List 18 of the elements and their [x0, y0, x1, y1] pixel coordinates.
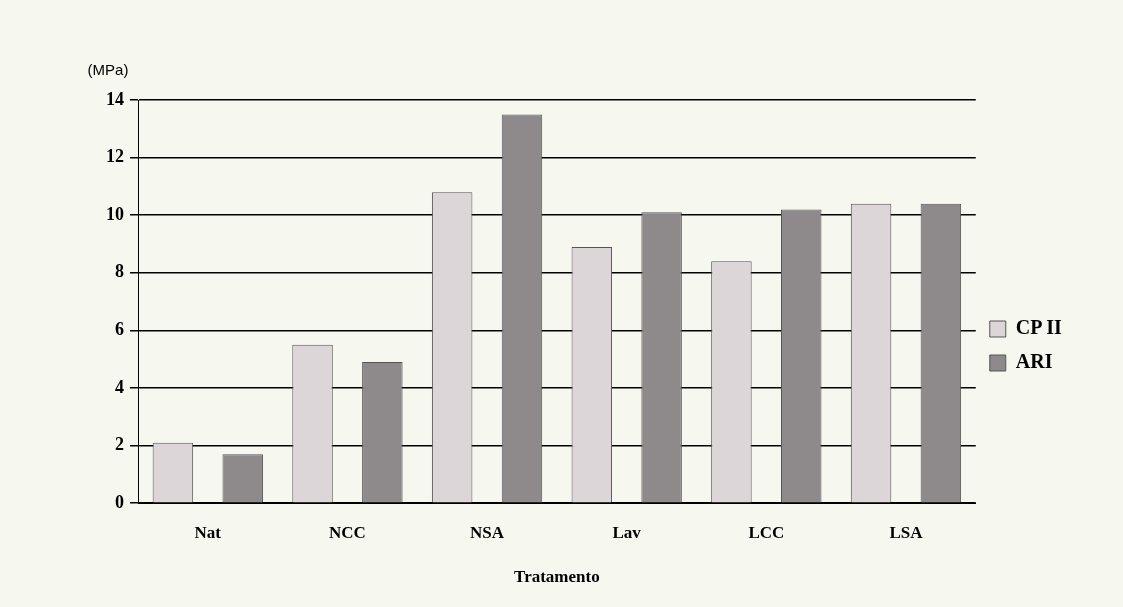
- x-tick-label: NCC: [329, 522, 366, 542]
- x-tick-label: LCC: [748, 522, 785, 542]
- legend-label: CP II: [1015, 316, 1063, 339]
- x-tick-label: LSA: [889, 522, 924, 542]
- y-axis-title: (MPa): [87, 60, 129, 78]
- y-tick-label: 4: [115, 376, 124, 397]
- y-tick-label: 0: [115, 491, 124, 512]
- y-tick-label: 2: [115, 434, 124, 455]
- y-tick-label: 8: [115, 261, 124, 282]
- x-axis-title: Tratamento: [514, 567, 600, 587]
- y-tick-label: 14: [106, 88, 124, 109]
- x-tick-label: Lav: [612, 522, 642, 542]
- y-tick-label: 6: [115, 319, 124, 340]
- x-tick-label: Nat: [194, 522, 222, 542]
- x-tick-label: NSA: [470, 522, 505, 542]
- y-tick-label: 12: [106, 146, 124, 167]
- legend-label: ARI: [1015, 350, 1053, 373]
- y-tick-label: 10: [106, 203, 124, 224]
